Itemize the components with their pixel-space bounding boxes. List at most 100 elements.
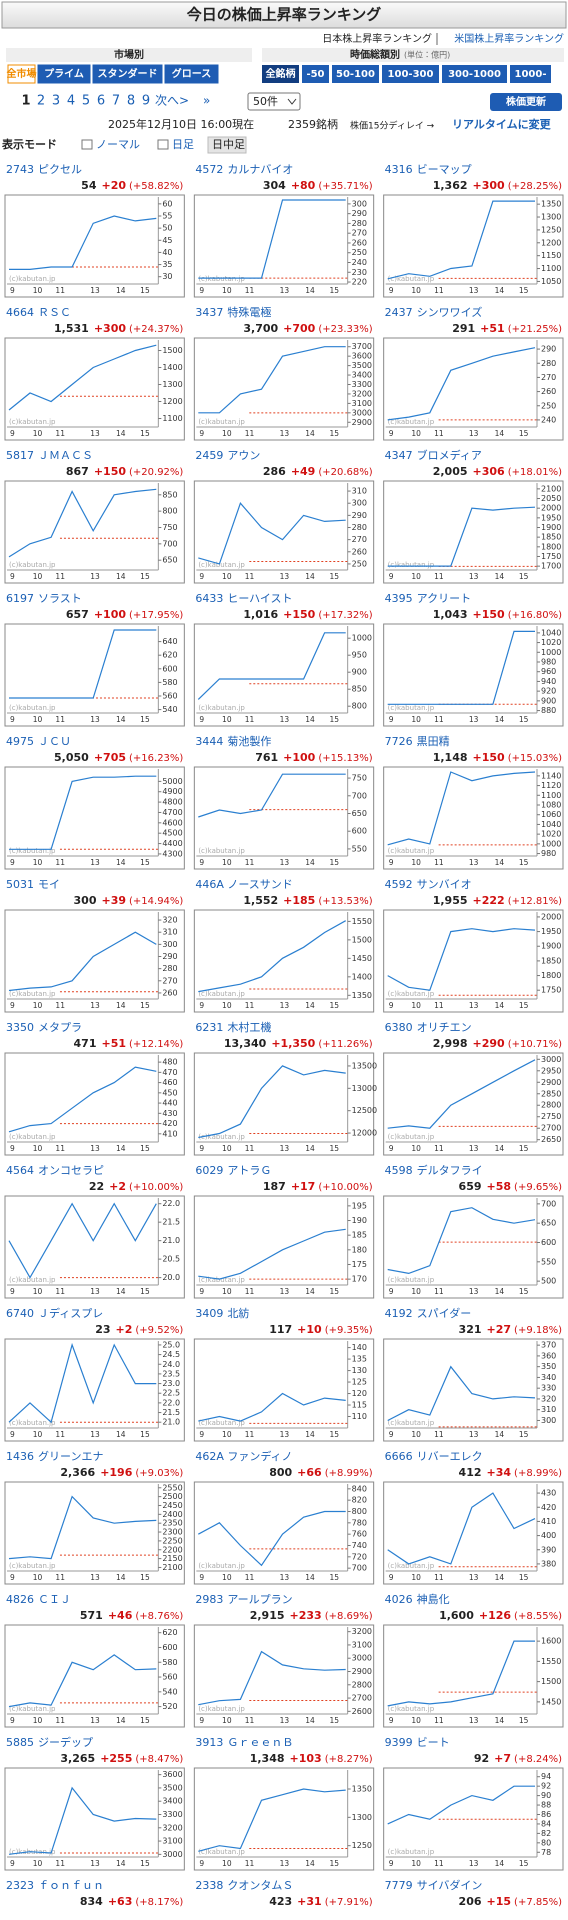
stock-name[interactable]: 神島化	[417, 1592, 450, 1606]
stock-name[interactable]: ヒーハイスト	[227, 592, 292, 605]
stock-name[interactable]: クオンタムＳ	[227, 1879, 293, 1892]
stock-code[interactable]: 4395	[385, 592, 413, 605]
cap-button[interactable]	[262, 65, 299, 83]
stock-name[interactable]: アールプラン	[227, 1593, 292, 1606]
stock-code[interactable]: 4975	[6, 735, 34, 748]
stock-name[interactable]: リバーエレク	[417, 1450, 483, 1463]
stock-name[interactable]: アウン	[227, 449, 260, 462]
market-button-label[interactable]: スタンダード	[98, 67, 158, 80]
market-button[interactable]	[92, 64, 163, 84]
stock-name[interactable]: 木村工機	[227, 1020, 271, 1034]
stock-name[interactable]: ブロメディア	[417, 448, 482, 462]
market-button-label[interactable]: プライム	[44, 67, 84, 80]
stock-name[interactable]: ピクセル	[38, 163, 82, 176]
stock-code[interactable]: 5885	[6, 1736, 34, 1749]
stock-code[interactable]: 4192	[385, 1307, 413, 1320]
market-button-label[interactable]: グロース	[172, 67, 212, 80]
stock-code[interactable]: 4826	[6, 1593, 34, 1606]
market-button[interactable]	[7, 64, 36, 84]
stock-code[interactable]: 1436	[6, 1450, 34, 1463]
market-button[interactable]	[164, 64, 219, 84]
stock-code[interactable]: 4316	[385, 163, 413, 176]
page-link[interactable]: 8	[127, 94, 135, 109]
stock-code[interactable]: 3444	[195, 735, 223, 748]
stock-name[interactable]: 特殊電極	[227, 305, 271, 319]
page-link[interactable]: 9	[142, 94, 150, 109]
stock-code[interactable]: 2338	[195, 1879, 223, 1892]
stock-name[interactable]: 北紡	[227, 1306, 249, 1320]
stock-name[interactable]: ＪＭＡＣＳ	[38, 449, 93, 462]
stock-name[interactable]: 菊池製作	[227, 734, 271, 748]
cap-button-label[interactable]: 50-100	[336, 69, 375, 80]
mode-option[interactable]: ノーマル	[96, 138, 140, 151]
stock-name[interactable]: ＣＩＪ	[38, 1593, 71, 1606]
jp-ranking-link[interactable]: 日本株上昇率ランキング	[322, 32, 432, 45]
stock-code[interactable]: 446A	[195, 878, 224, 891]
stock-name[interactable]: シンワワイズ	[417, 305, 483, 319]
stock-name[interactable]: モイ	[38, 878, 60, 891]
cap-button-label[interactable]: 100-300	[388, 69, 434, 80]
stock-name[interactable]: アクリート	[417, 592, 471, 605]
stock-code[interactable]: 3913	[195, 1736, 223, 1749]
stock-name[interactable]: グリーンエナ	[38, 1449, 103, 1463]
per-page-label[interactable]: 50件	[253, 95, 278, 108]
stock-name[interactable]: スパイダー	[417, 1306, 472, 1320]
stock-name[interactable]: 黒田精	[417, 735, 450, 748]
cap-button-label[interactable]: 1000-	[515, 69, 547, 80]
stock-code[interactable]: 9399	[385, 1736, 413, 1749]
stock-name[interactable]: ノースサンド	[227, 878, 292, 891]
stock-code[interactable]: 6666	[385, 1450, 413, 1463]
us-ranking-link[interactable]: 米国株上昇率ランキング	[454, 32, 564, 45]
cap-button-label[interactable]: 全銘柄	[266, 67, 296, 80]
stock-code[interactable]: 6029	[195, 1164, 223, 1177]
cap-button[interactable]	[332, 65, 379, 83]
stock-code[interactable]: 2983	[195, 1593, 223, 1606]
cap-button[interactable]	[442, 65, 507, 83]
stock-code[interactable]: 3350	[6, 1021, 34, 1034]
market-button[interactable]	[37, 64, 91, 84]
stock-name[interactable]: ソラスト	[38, 592, 82, 605]
stock-code[interactable]: 4347	[385, 449, 413, 462]
stock-name[interactable]: オンコセラピ	[38, 1164, 104, 1177]
market-button-label[interactable]: 全市場	[7, 67, 37, 80]
page-link[interactable]: 6	[97, 94, 105, 109]
stock-name[interactable]: アトラＧ	[227, 1164, 271, 1177]
stock-name[interactable]: デルタフライ	[417, 1163, 483, 1177]
stock-code[interactable]: 2437	[385, 306, 413, 319]
page-link[interactable]: 7	[112, 94, 120, 109]
stock-name[interactable]: ビート	[417, 1736, 450, 1749]
cap-button[interactable]	[382, 65, 439, 83]
stock-code[interactable]: 3409	[195, 1307, 223, 1320]
stock-code[interactable]: 5817	[6, 449, 34, 462]
stock-name[interactable]: ＧｒｅｅｎＢ	[227, 1736, 293, 1749]
page-link[interactable]: 4	[67, 94, 75, 109]
cap-button[interactable]	[510, 65, 551, 83]
cap-button[interactable]	[302, 65, 329, 83]
stock-name[interactable]: ＲＳＣ	[38, 306, 71, 319]
stock-name[interactable]: サイバダイン	[417, 1878, 483, 1892]
stock-code[interactable]: 4592	[385, 878, 413, 891]
page-link[interactable]: 3	[52, 94, 60, 109]
stock-code[interactable]: 4026	[385, 1593, 413, 1606]
stock-name[interactable]: ＪＣＵ	[38, 735, 71, 748]
stock-code[interactable]: 7726	[385, 735, 413, 748]
cap-button-label[interactable]: -50	[306, 69, 324, 80]
mode-option[interactable]: 日足	[172, 138, 194, 151]
stock-code[interactable]: 7779	[385, 1879, 413, 1892]
stock-code[interactable]: 6231	[195, 1021, 223, 1034]
stock-code[interactable]: 4598	[385, 1164, 413, 1177]
stock-code[interactable]: 4572	[195, 163, 223, 176]
stock-name[interactable]: ｆｏｎｆｕｎ	[38, 1879, 104, 1892]
stock-name[interactable]: カルナバイオ	[227, 163, 293, 176]
cap-button-label[interactable]: 300-1000	[448, 69, 501, 80]
stock-code[interactable]: 6740	[6, 1307, 34, 1320]
stock-name[interactable]: ファンディノ	[227, 1449, 292, 1463]
refresh-button[interactable]	[490, 93, 562, 111]
stock-code[interactable]: 2323	[6, 1879, 34, 1892]
last-link[interactable]: »	[203, 94, 210, 108]
stock-code[interactable]: 2743	[6, 163, 34, 176]
stock-code[interactable]: 4664	[6, 306, 34, 319]
stock-name[interactable]: サンバイオ	[417, 878, 472, 891]
stock-code[interactable]: 6433	[195, 592, 223, 605]
mode-option[interactable]: 日中足	[212, 138, 245, 151]
